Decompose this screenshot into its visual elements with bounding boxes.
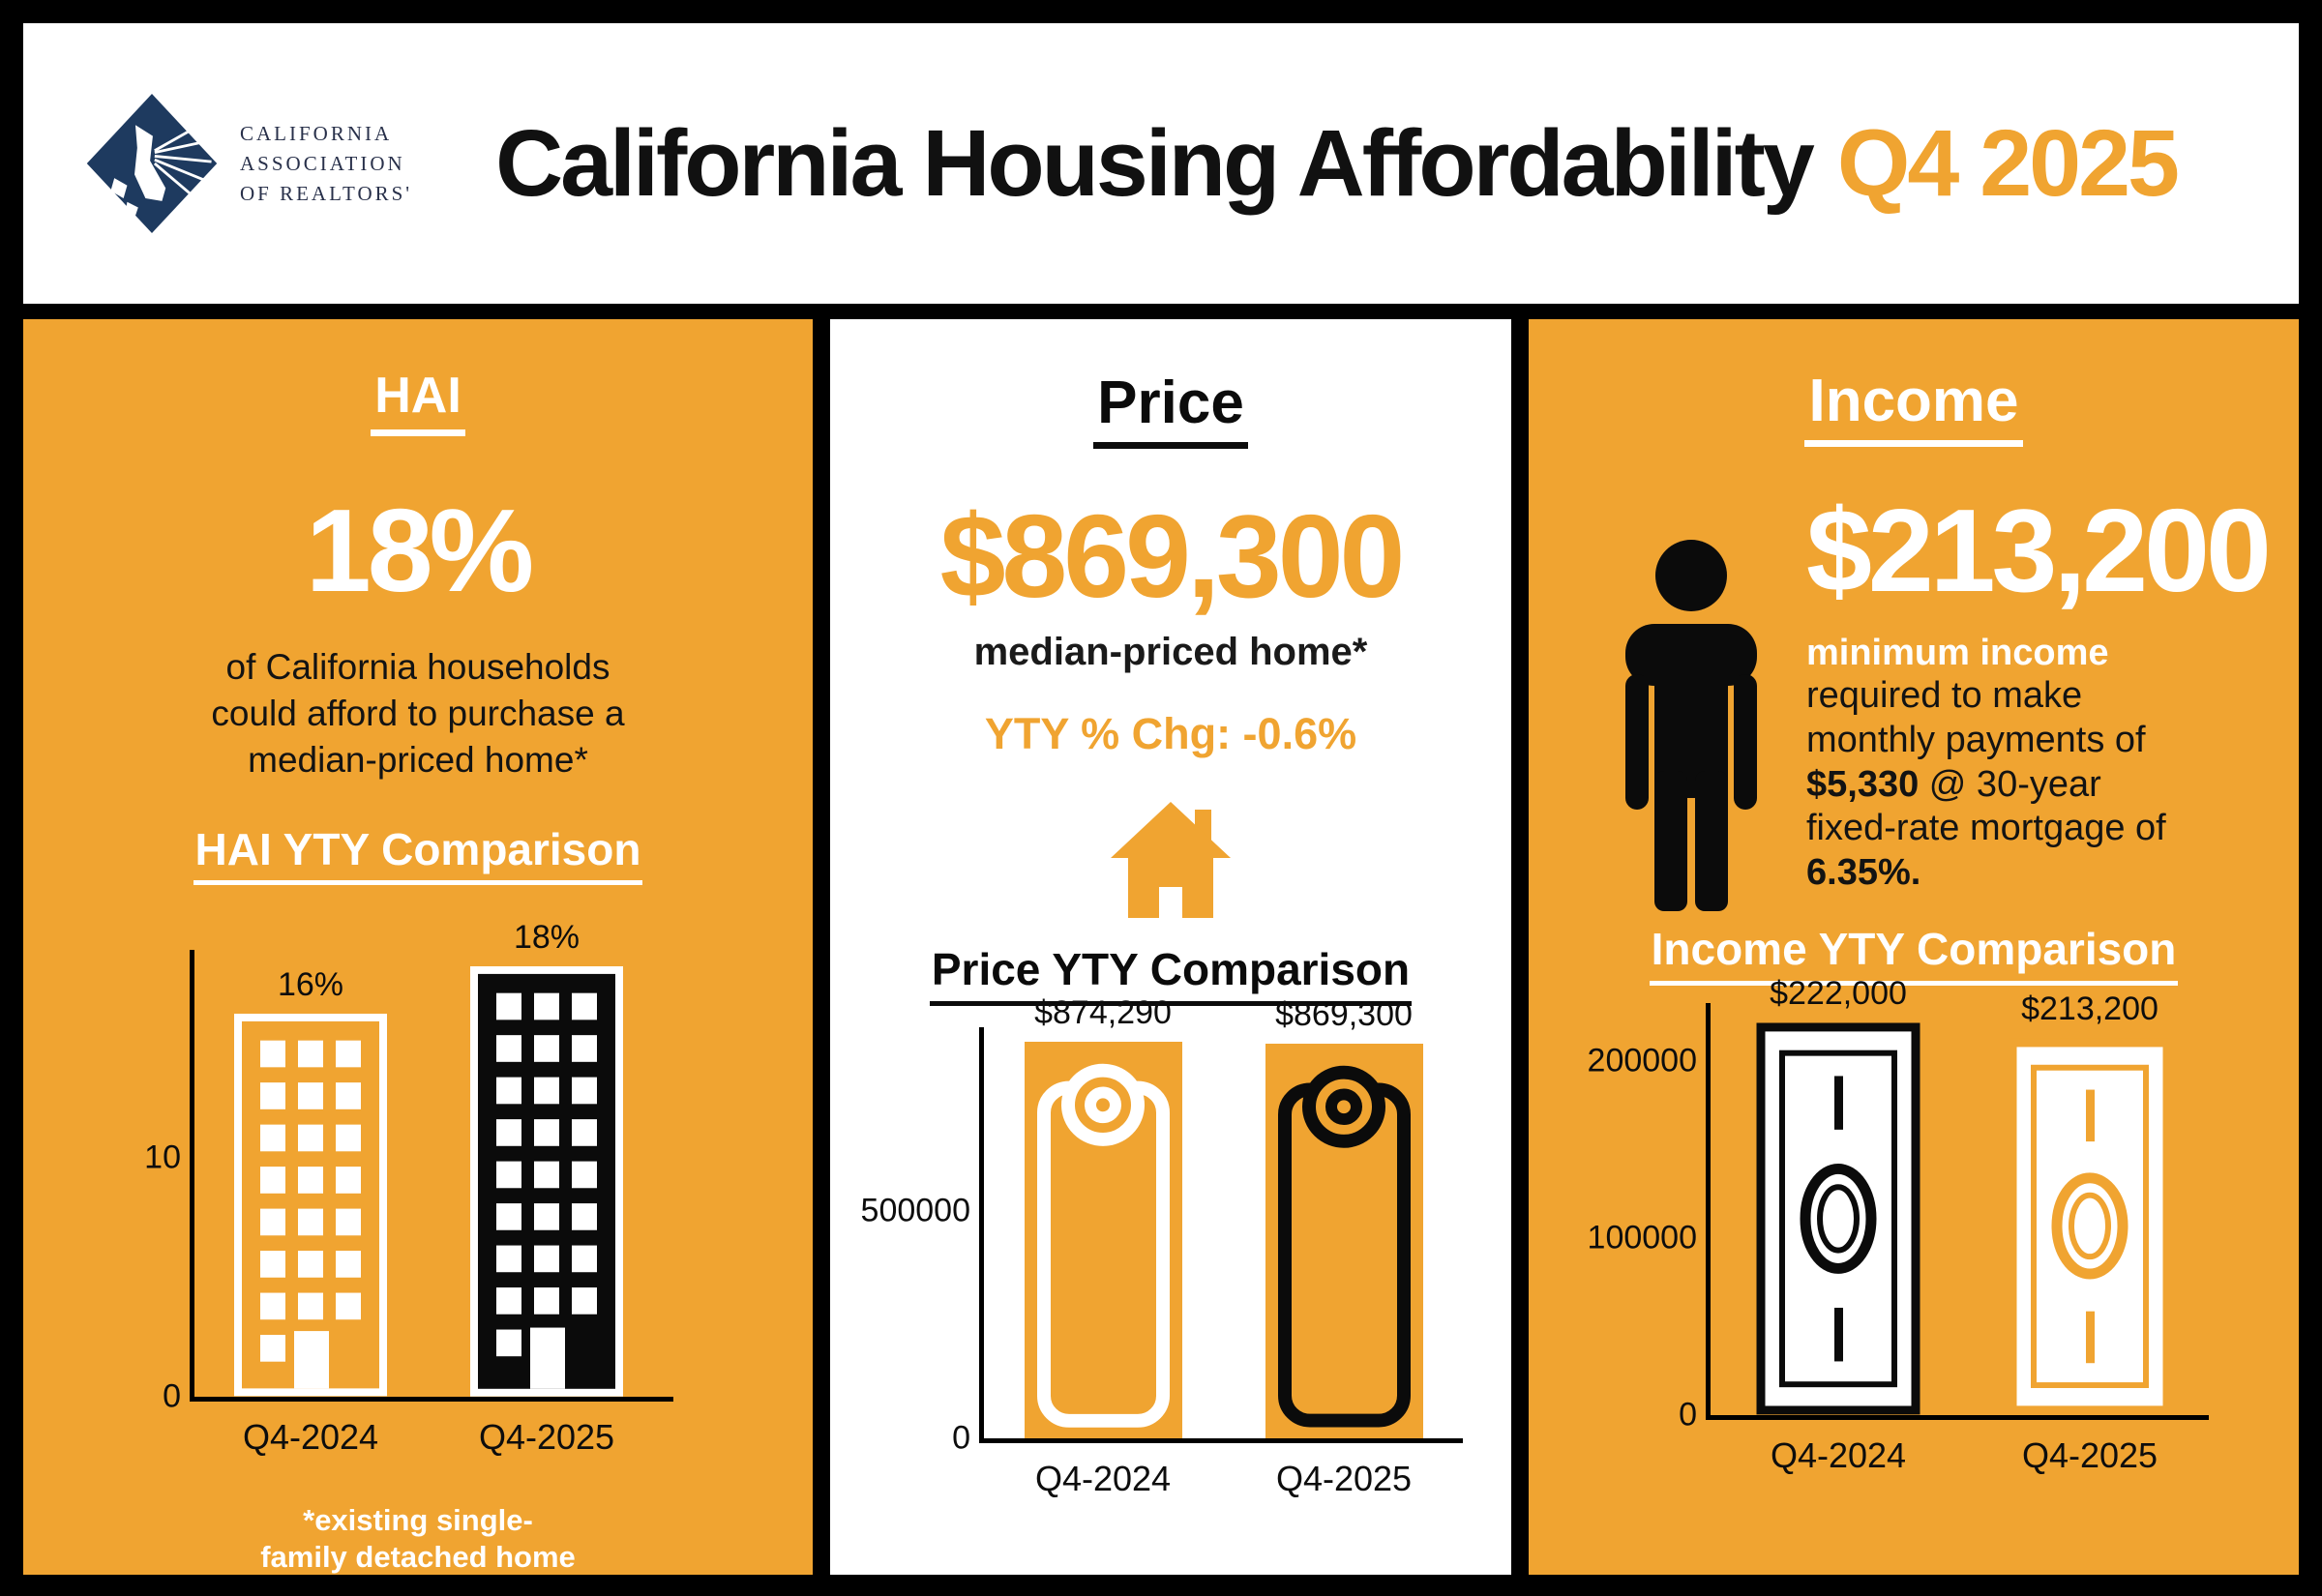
- person-icon: [1625, 540, 1757, 912]
- income-bar-value-label: $213,200: [2021, 990, 2158, 1027]
- price-chart-plot: 0 500000 $874,290 $869,300: [861, 994, 1463, 1456]
- black-price-tag-icon: [1277, 1066, 1411, 1428]
- income-x-label-q4-2024: Q4-2024: [1770, 1434, 1907, 1475]
- income-ytick-0: 0: [1679, 1396, 1697, 1433]
- income-yty-chart: 0 100000 200000 $222,000: [1529, 975, 2299, 1476]
- price-chart-title: Price YTY Comparison: [929, 943, 1413, 1006]
- price-big-value: $869,300: [939, 490, 1406, 623]
- hai-bar-q4-2024: [234, 1014, 387, 1397]
- price-bar-slot-q4-2024: $874,290: [1006, 994, 1200, 1438]
- hai-panel: HAI 18% of California households could a…: [23, 319, 813, 1575]
- hai-footnote-line2: family detached home: [260, 1540, 576, 1575]
- logo-line: ASSOCIATION: [240, 151, 405, 175]
- hai-chart-plot: 0 10 16%: [144, 919, 673, 1414]
- car-logo-diamond-icon: [86, 94, 218, 233]
- price-yty-chart: 0 500000 $874,290 $869,300: [830, 994, 1511, 1499]
- page-title-main: California Housing Affordability: [495, 110, 1815, 216]
- price-ytick-0: 0: [952, 1419, 970, 1457]
- income-big-value: $213,200: [1806, 485, 2272, 617]
- price-bar-slot-q4-2025: $869,300: [1247, 996, 1441, 1438]
- income-desc-amount: $5,330: [1806, 763, 1920, 805]
- income-ytick-100000: 100000: [1587, 1219, 1697, 1256]
- hai-footnote: *existing single- family detached home: [23, 1502, 813, 1578]
- hai-footnote-line1: *existing single-: [303, 1502, 533, 1537]
- black-building-icon: [470, 966, 623, 1397]
- price-bar-value-label: $869,300: [1275, 996, 1413, 1034]
- price-x-label-q4-2024: Q4-2024: [1034, 1458, 1172, 1498]
- income-bar-value-label: $222,000: [1770, 974, 1907, 1012]
- price-panel: Price $869,300 median-priced home* YTY %…: [830, 319, 1511, 1575]
- income-desc-rate: 6.35%.: [1806, 851, 1921, 893]
- hai-x-labels: Q4-2024 Q4-2025: [219, 1417, 813, 1458]
- price-bar-q4-2024: [1024, 1041, 1182, 1438]
- price-ytick-500000: 500000: [860, 1192, 970, 1229]
- price-caption: median-priced home*: [973, 631, 1368, 674]
- hai-chart-title: HAI YTY Comparison: [193, 823, 643, 885]
- car-logo: CALIFORNIA ASSOCIATION OF REALTORS': [83, 89, 412, 238]
- hai-bar-value-label: 18%: [513, 919, 580, 956]
- income-desc-highlight: minimum income: [1806, 633, 2109, 674]
- header: CALIFORNIA ASSOCIATION OF REALTORS' Cali…: [23, 23, 2299, 304]
- page-title: California Housing Affordability Q4 2025: [412, 109, 2299, 218]
- car-logo-text: CALIFORNIA ASSOCIATION OF REALTORS': [240, 119, 412, 209]
- income-bar-slot-q4-2024: $222,000: [1737, 975, 1940, 1415]
- logo-line: OF REALTORS': [240, 181, 413, 205]
- price-bar-value-label: $874,290: [1034, 993, 1172, 1031]
- hai-ytick-0: 0: [163, 1377, 181, 1415]
- orange-dollar-bill-icon: [2008, 1038, 2172, 1415]
- hai-heading: HAI: [371, 368, 465, 437]
- hai-description: of California households could afford to…: [211, 647, 625, 781]
- income-desc-mid: @ 30-year fixed-rate mortgage of: [1806, 763, 2166, 849]
- income-chart-title: Income YTY Comparison: [1649, 923, 2179, 986]
- income-panel: Income $213,200 minimum in: [1529, 319, 2299, 1575]
- hai-yty-chart: 0 10 16%: [23, 919, 813, 1458]
- white-price-tag-icon: [1036, 1063, 1170, 1428]
- orange-building-icon: [234, 1014, 387, 1397]
- price-yty-change: YTY % Chg: -0.6%: [984, 709, 1357, 759]
- hai-bar-slot-q4-2025: 18%: [455, 919, 639, 1397]
- income-desc-pre: required to make monthly payments of: [1806, 675, 2146, 761]
- hai-x-label-q4-2024: Q4-2024: [242, 1416, 379, 1457]
- hai-bar-value-label: 16%: [277, 966, 344, 1004]
- hai-ytick-10: 10: [144, 1138, 181, 1176]
- house-icon-wrap: [830, 796, 1511, 924]
- income-text-block: $213,200 minimum income required to make…: [1806, 462, 2299, 919]
- income-description: required to make monthly payments of $5,…: [1806, 674, 2174, 895]
- price-bar-q4-2025: [1265, 1044, 1423, 1438]
- income-bar-q4-2024: [1756, 1022, 1920, 1415]
- income-ytick-200000: 200000: [1587, 1042, 1697, 1079]
- income-body: $213,200 minimum income required to make…: [1529, 462, 2299, 919]
- hai-bar-q4-2025: [470, 966, 623, 1397]
- income-heading: Income: [1804, 368, 2023, 448]
- house-icon: [1111, 802, 1231, 919]
- price-x-labels: Q4-2024 Q4-2025: [1006, 1459, 1511, 1499]
- hai-x-label-q4-2025: Q4-2025: [478, 1416, 615, 1457]
- income-x-label-q4-2025: Q4-2025: [2021, 1434, 2158, 1475]
- income-bar-q4-2025: [2008, 1038, 2172, 1415]
- income-x-labels: Q4-2024 Q4-2025: [1737, 1435, 2299, 1476]
- person-icon-wrap: [1612, 539, 1771, 919]
- hai-big-value: 18%: [305, 485, 534, 617]
- logo-line: CALIFORNIA: [240, 121, 393, 145]
- black-dollar-bill-icon: [1756, 1022, 1920, 1415]
- page-title-quarter: Q4 2025: [1836, 110, 2180, 216]
- hai-bar-slot-q4-2024: 16%: [219, 950, 402, 1397]
- income-chart-plot: 0 100000 200000 $222,000: [1588, 975, 2209, 1433]
- price-heading: Price: [1093, 369, 1248, 450]
- price-x-label-q4-2025: Q4-2025: [1275, 1458, 1413, 1498]
- income-bar-slot-q4-2025: $213,200: [1988, 990, 2191, 1415]
